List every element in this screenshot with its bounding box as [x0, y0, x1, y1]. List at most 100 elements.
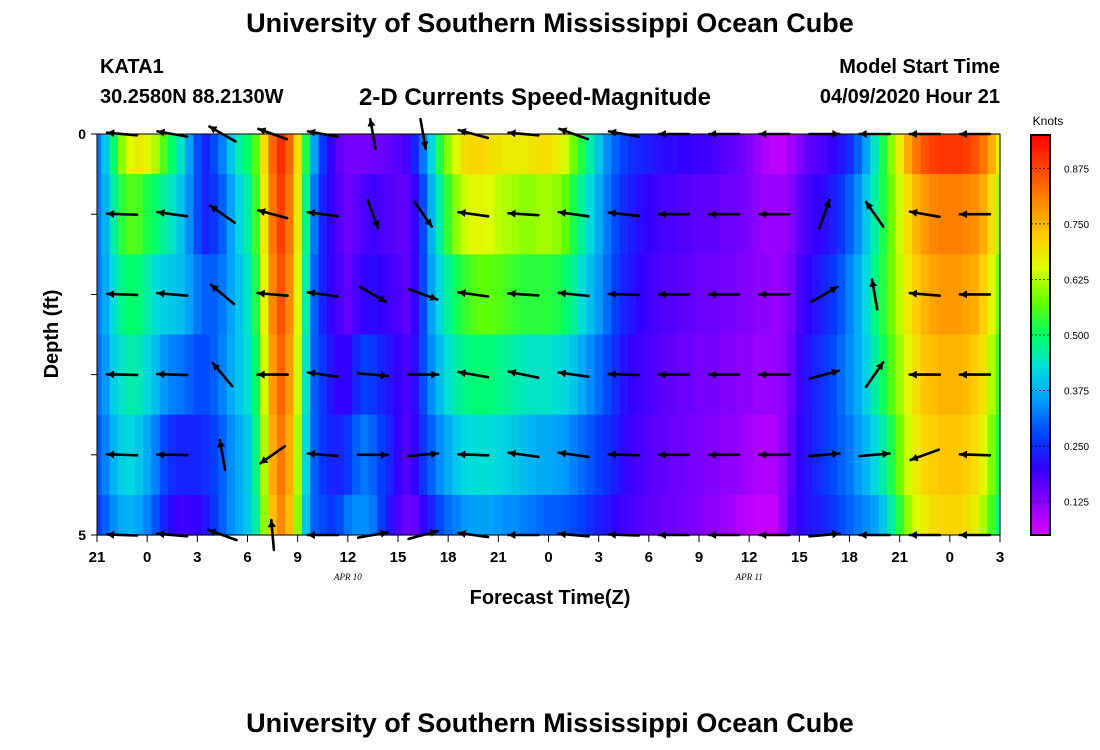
vector-arrow [707, 290, 741, 299]
heatmap-cell [452, 494, 462, 536]
heatmap-cell [293, 494, 303, 536]
heatmap-cell [285, 334, 295, 416]
heatmap-cell [887, 334, 897, 416]
heatmap-cell [636, 334, 646, 416]
heatmap-cell [853, 494, 863, 536]
heatmap-cell [669, 134, 679, 175]
heatmap-cell [703, 254, 713, 336]
heatmap-cell [101, 334, 111, 416]
heatmap-cell [895, 254, 905, 336]
heatmap-cell [928, 494, 938, 536]
heatmap-cell [753, 414, 763, 496]
heatmap-cell [544, 254, 554, 336]
x-tick-label: 21 [89, 549, 106, 566]
heatmap-cell [987, 254, 997, 336]
vector-arrow [958, 370, 992, 379]
heatmap-cell [644, 334, 654, 416]
heatmap-cell [285, 134, 295, 175]
heatmap-cell [836, 174, 846, 255]
heatmap-cell [945, 414, 955, 496]
vector-arrow [557, 289, 590, 298]
vector-arrow [557, 369, 590, 379]
vector-arrow [407, 287, 439, 301]
heatmap-cell [862, 334, 871, 416]
vector-arrow [156, 209, 189, 218]
vector-arrow [356, 371, 390, 380]
vector-arrow [808, 450, 841, 459]
page-title: University of Southern Mississippi Ocean… [246, 8, 854, 38]
heatmap-cell [460, 134, 470, 175]
heatmap-cell [552, 494, 562, 536]
heatmap-cell [703, 174, 713, 255]
vector-arrow [607, 450, 641, 459]
heatmap-cell [435, 494, 445, 536]
heatmap-cell [795, 174, 805, 255]
vector-arrow [557, 209, 590, 218]
heatmap-cell [703, 334, 713, 416]
heatmap-cell [761, 134, 771, 175]
heatmap-cell [285, 414, 295, 496]
heatmap-cell [694, 174, 704, 255]
heatmap-cell [586, 174, 596, 255]
heatmap-cell [970, 494, 980, 536]
heatmap-cell [293, 254, 303, 336]
heatmap-cell [636, 414, 646, 496]
heatmap-cell [586, 254, 596, 336]
heatmap-cell [678, 134, 688, 175]
heatmap-cell [544, 174, 554, 255]
heatmap-cell [561, 174, 570, 255]
heatmap-cell [686, 494, 696, 536]
heatmap-cell [184, 254, 194, 336]
heatmap-cell [577, 494, 587, 536]
heatmap-cell [377, 254, 387, 336]
heatmap-cell [987, 334, 997, 416]
heatmap-cell [301, 174, 311, 255]
heatmap-cell [995, 174, 1001, 255]
heatmap-cell [694, 414, 704, 496]
vector-arrow [908, 208, 941, 219]
station-id: KATA1 [100, 56, 164, 78]
heatmap-cell [887, 414, 897, 496]
heatmap-cell [795, 414, 805, 496]
heatmap-cell [184, 414, 194, 496]
heatmap-cell [903, 494, 913, 536]
heatmap-cell [443, 414, 453, 496]
heatmap-cell [485, 134, 495, 175]
heatmap-cell [460, 334, 470, 416]
heatmap-cell [435, 254, 445, 336]
heatmap-cell [243, 134, 253, 175]
vector-arrow [507, 289, 540, 298]
x-tick-label: 9 [695, 549, 703, 566]
vector-arrow [156, 370, 189, 379]
x-tick-label: 6 [645, 549, 653, 566]
vector-arrow [457, 369, 490, 379]
colorbar-ticks: 0.875 0.750 0.625 0.500 0.375 0.250 0.125 [1031, 164, 1089, 509]
vector-arrow [864, 200, 885, 228]
x-tick-label: 9 [293, 549, 301, 566]
heatmap-cell [544, 494, 554, 536]
heatmap-cell [97, 134, 102, 175]
heatmap-cell [427, 494, 437, 536]
heatmap-cell [878, 134, 888, 175]
heatmap-cell [661, 134, 671, 175]
heatmap-cell [945, 334, 955, 416]
heatmap-cell [301, 414, 311, 496]
vector-arrow [217, 438, 227, 471]
heatmap-cell [653, 334, 662, 416]
heatmap-cell [535, 134, 545, 175]
heatmap-cell [744, 134, 754, 175]
heatmap-cell [218, 494, 228, 536]
heatmap-cell [937, 494, 947, 536]
x-tick-label: 15 [390, 549, 407, 566]
heatmap-cell [385, 174, 395, 255]
heatmap-cell [895, 174, 905, 255]
heatmap-cell [945, 254, 955, 336]
heatmap-cell [619, 494, 629, 536]
heatmap-cell [385, 134, 395, 175]
heatmap-cell [234, 174, 244, 255]
heatmap-cell [134, 134, 144, 175]
heatmap-cell [979, 494, 989, 536]
heatmap-cell [234, 134, 244, 175]
heatmap-cell [903, 174, 913, 255]
heatmap-cell [954, 494, 963, 536]
